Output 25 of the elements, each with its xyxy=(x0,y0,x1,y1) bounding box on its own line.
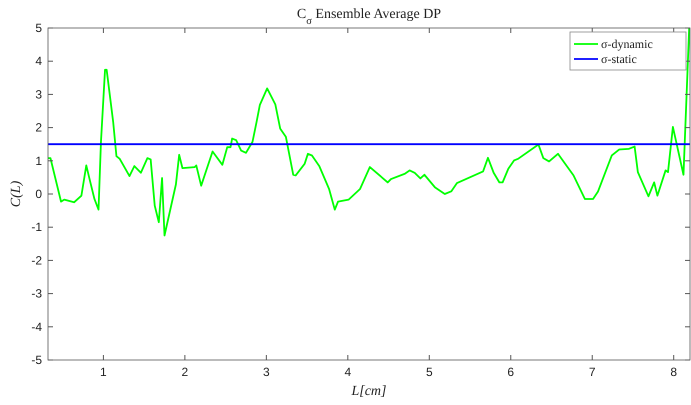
x-tick-label: 7 xyxy=(588,365,596,379)
x-tick-label: 8 xyxy=(670,365,678,379)
x-tick-label: 5 xyxy=(426,365,433,379)
y-tick-label: -2 xyxy=(31,253,42,268)
chart-title: C$_{σ}$ Ensemble Average DP xyxy=(296,7,442,26)
y-tick-label: -4 xyxy=(31,320,42,334)
y-tick-label: 2 xyxy=(35,120,42,135)
legend-label: σ-dynamic xyxy=(601,37,653,51)
x-tick-label: 1 xyxy=(100,365,108,379)
y-tick-label: 0 xyxy=(35,187,42,201)
y-tick-label: -5 xyxy=(31,353,42,367)
y-tick-label: -1 xyxy=(31,220,42,234)
x-tick-label: 3 xyxy=(263,365,270,379)
y-tick-label: 4 xyxy=(35,54,42,68)
x-tick-label: 2 xyxy=(182,365,189,379)
line-series xyxy=(48,28,690,236)
y-tick-label: 1 xyxy=(35,154,42,168)
y-tick-label: -3 xyxy=(31,286,42,301)
y-tick-label: 3 xyxy=(35,87,42,102)
x-tick-label: 4 xyxy=(344,365,352,379)
legend-label: σ-static xyxy=(601,52,637,66)
x-axis-title: L[cm] xyxy=(350,384,387,399)
y-tick-label: 5 xyxy=(35,21,42,35)
y-axis-title: C(L) xyxy=(9,180,24,208)
x-tick-label: 6 xyxy=(507,365,514,379)
